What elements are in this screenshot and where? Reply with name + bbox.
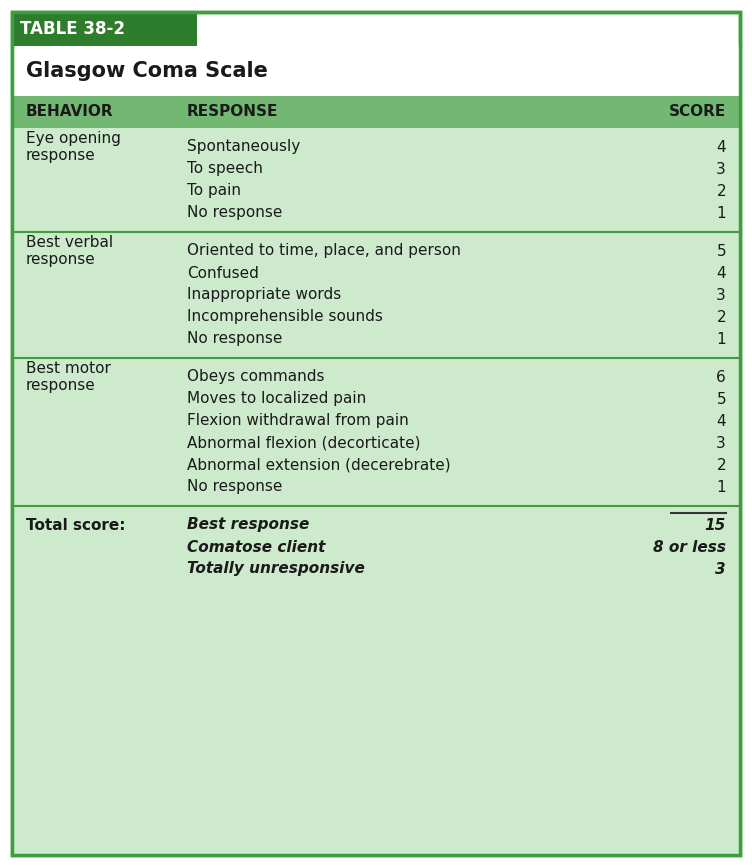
Text: 2: 2	[717, 184, 726, 199]
Text: Moves to localized pain: Moves to localized pain	[187, 392, 366, 407]
Text: Best motor
response: Best motor response	[26, 361, 111, 394]
FancyBboxPatch shape	[12, 12, 197, 46]
Text: 8 or less: 8 or less	[653, 539, 726, 555]
FancyBboxPatch shape	[12, 12, 740, 855]
Text: 3: 3	[716, 435, 726, 451]
Text: 6: 6	[716, 369, 726, 384]
FancyBboxPatch shape	[12, 506, 740, 588]
FancyBboxPatch shape	[12, 46, 740, 96]
Text: No response: No response	[187, 205, 282, 220]
Text: Totally unresponsive: Totally unresponsive	[187, 562, 365, 577]
Text: 5: 5	[717, 244, 726, 258]
Text: Best verbal
response: Best verbal response	[26, 235, 113, 267]
Text: Abnormal flexion (decorticate): Abnormal flexion (decorticate)	[187, 435, 420, 451]
Text: 1: 1	[717, 479, 726, 494]
FancyBboxPatch shape	[12, 588, 740, 855]
FancyBboxPatch shape	[12, 96, 740, 128]
Text: 1: 1	[717, 331, 726, 347]
Text: 4: 4	[717, 414, 726, 428]
Text: Best response: Best response	[187, 518, 309, 532]
Text: Obeys commands: Obeys commands	[187, 369, 325, 384]
Text: Inappropriate words: Inappropriate words	[187, 288, 341, 303]
Text: TABLE 38-2: TABLE 38-2	[20, 20, 125, 38]
Text: Eye opening
response: Eye opening response	[26, 131, 121, 163]
Text: 1: 1	[717, 205, 726, 220]
Text: Comatose client: Comatose client	[187, 539, 326, 555]
Text: To speech: To speech	[187, 161, 263, 177]
Text: 2: 2	[717, 310, 726, 324]
Text: No response: No response	[187, 479, 282, 494]
Text: Flexion withdrawal from pain: Flexion withdrawal from pain	[187, 414, 409, 428]
Text: 5: 5	[717, 392, 726, 407]
Text: 3: 3	[715, 562, 726, 577]
Text: RESPONSE: RESPONSE	[187, 105, 278, 120]
Text: No response: No response	[187, 331, 282, 347]
FancyBboxPatch shape	[12, 358, 740, 506]
Text: BEHAVIOR: BEHAVIOR	[26, 105, 114, 120]
Text: 3: 3	[716, 288, 726, 303]
Text: 3: 3	[716, 161, 726, 177]
Text: Total score:: Total score:	[26, 518, 126, 532]
Text: Abnormal extension (decerebrate): Abnormal extension (decerebrate)	[187, 458, 450, 473]
Text: To pain: To pain	[187, 184, 241, 199]
Text: Glasgow Coma Scale: Glasgow Coma Scale	[26, 61, 268, 81]
Text: Oriented to time, place, and person: Oriented to time, place, and person	[187, 244, 461, 258]
Text: 15: 15	[705, 518, 726, 532]
Text: 2: 2	[717, 458, 726, 473]
Text: 4: 4	[717, 140, 726, 154]
Text: Spontaneously: Spontaneously	[187, 140, 300, 154]
FancyBboxPatch shape	[12, 128, 740, 232]
Text: 4: 4	[717, 265, 726, 281]
Text: Confused: Confused	[187, 265, 259, 281]
Text: Incomprehensible sounds: Incomprehensible sounds	[187, 310, 383, 324]
FancyBboxPatch shape	[12, 232, 740, 358]
Text: SCORE: SCORE	[669, 105, 726, 120]
